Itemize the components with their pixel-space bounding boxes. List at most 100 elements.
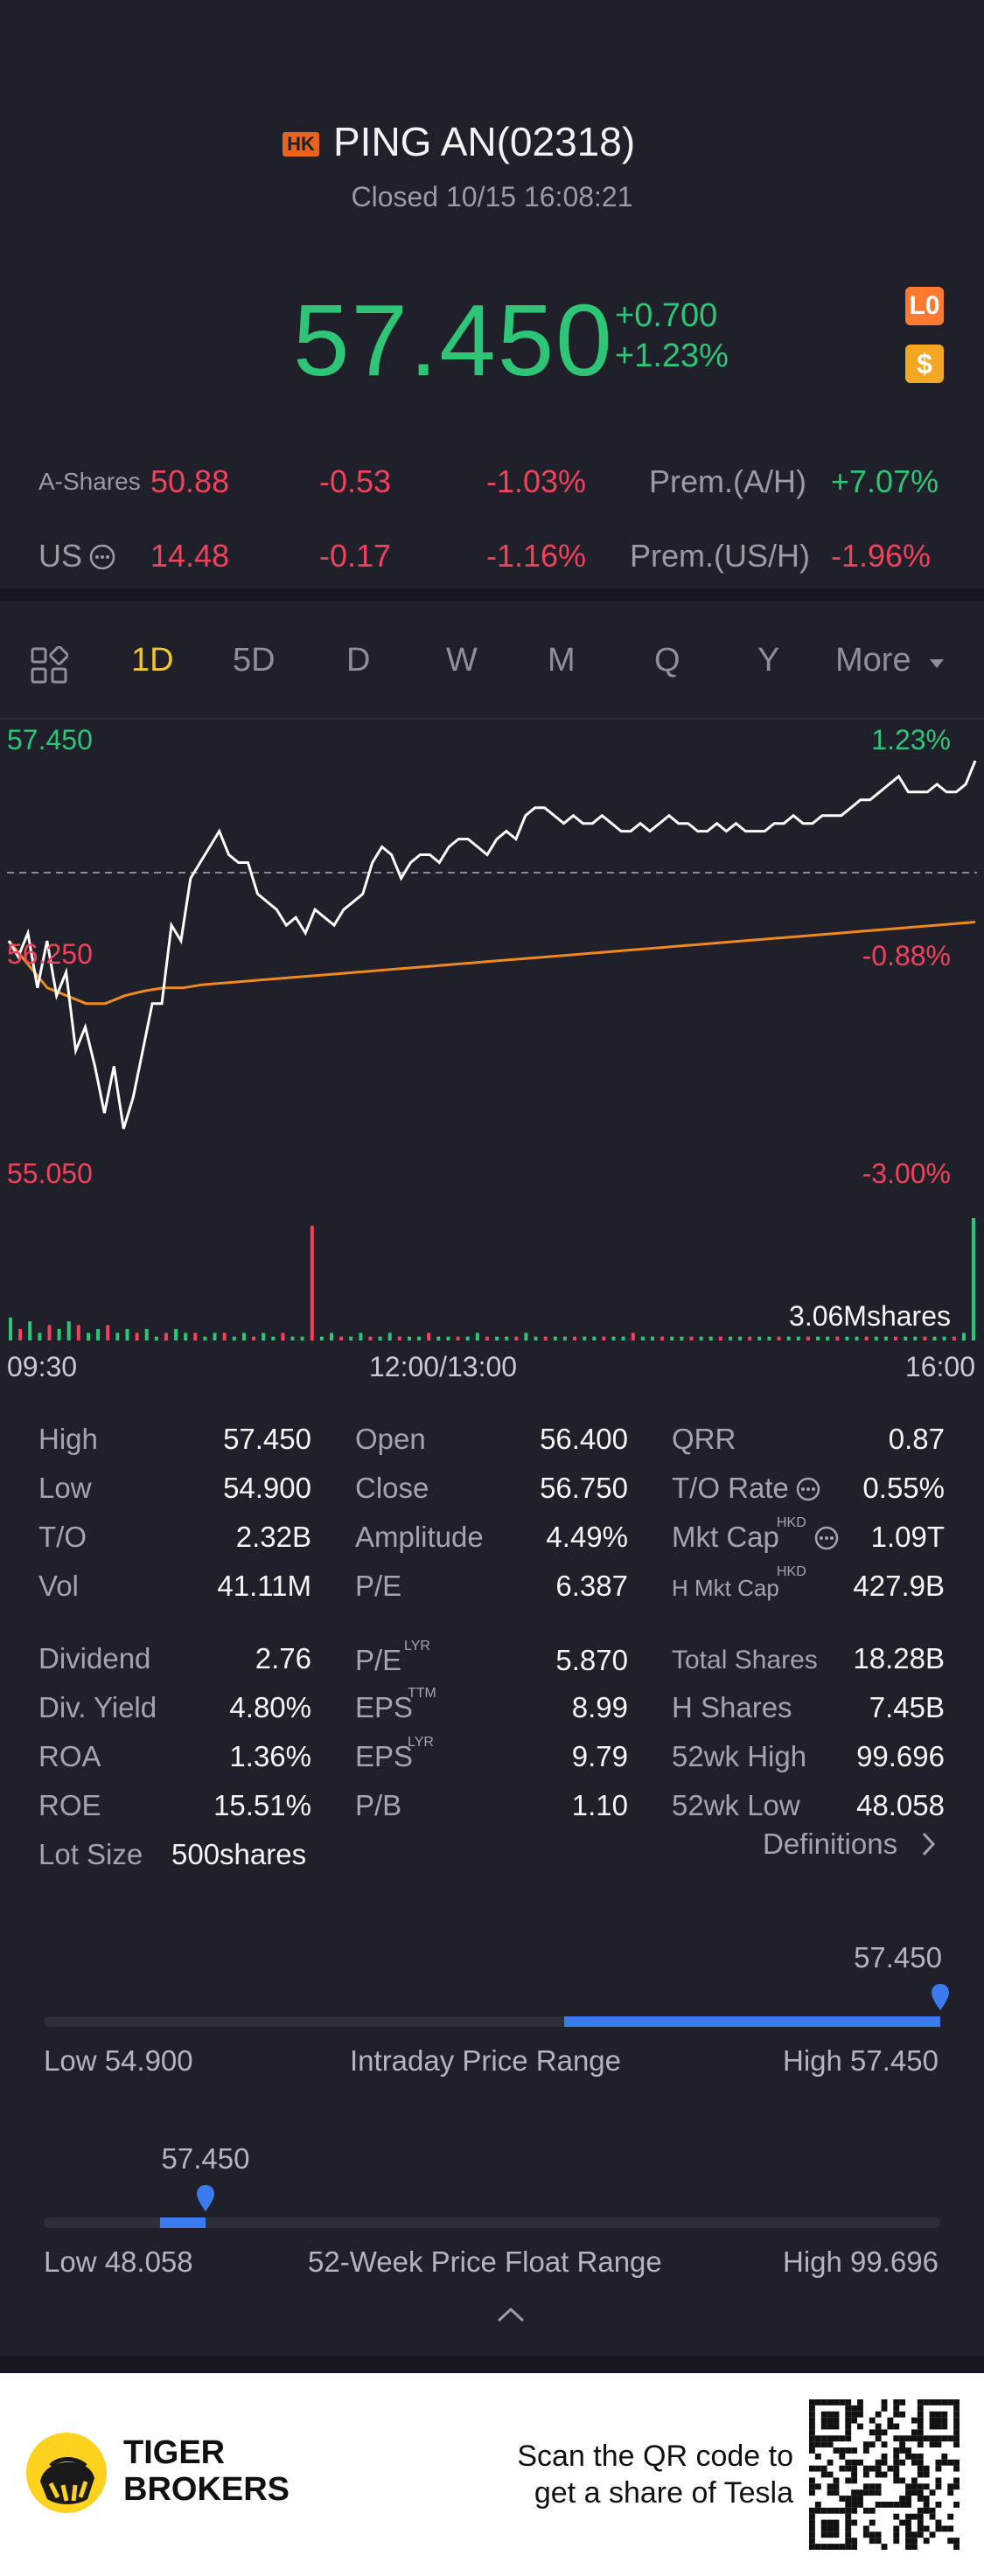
info-dots-icon[interactable] xyxy=(813,1525,840,1551)
volume-bar xyxy=(553,1336,557,1340)
volume-bar xyxy=(262,1333,266,1341)
stat-value-2-2: 1.09T xyxy=(870,1521,945,1553)
stat-label-0-8: Lot Size xyxy=(38,1838,143,1870)
tab-d[interactable]: D xyxy=(346,642,371,679)
volume-bar xyxy=(583,1336,587,1340)
week52-range-track xyxy=(44,2217,940,2228)
stat-label-1-2: Amplitude xyxy=(355,1521,484,1553)
volume-bar xyxy=(952,1336,956,1340)
tab-w[interactable]: W xyxy=(446,642,478,679)
us-label[interactable]: US xyxy=(38,538,83,574)
volume-bar xyxy=(387,1333,392,1341)
a-shares-change-pct: -1.03% xyxy=(486,463,587,499)
volume-bar xyxy=(66,1321,71,1340)
volume-bar xyxy=(144,1328,149,1340)
last-price: 57.450 xyxy=(293,283,614,397)
tab-y[interactable]: Y xyxy=(757,642,780,679)
stat-label-0-6: ROA xyxy=(38,1740,101,1772)
volume-bar xyxy=(427,1333,431,1341)
volume-bar xyxy=(786,1336,791,1340)
tab-5d[interactable]: 5D xyxy=(233,642,276,679)
volume-bar xyxy=(125,1328,129,1340)
volume-bar xyxy=(310,1225,314,1341)
stat-value-1-6: 9.79 xyxy=(571,1740,628,1772)
dollar-badge-icon[interactable]: $ xyxy=(905,345,944,383)
us-change-pct: -1.16% xyxy=(486,538,587,574)
level-badge-icon[interactable]: L0 xyxy=(905,287,944,325)
section-divider xyxy=(0,588,984,601)
volume-bar xyxy=(894,1336,897,1340)
volume-bar xyxy=(826,1336,830,1340)
stat-value-1-2: 4.49% xyxy=(546,1521,628,1553)
stat-value-0-6: 1.36% xyxy=(229,1740,311,1772)
volume-bar xyxy=(408,1336,411,1340)
stat-value-2-1: 0.55% xyxy=(862,1472,945,1504)
intraday-chart[interactable] xyxy=(0,717,984,1364)
volume-bar xyxy=(806,1336,810,1340)
chevron-right-icon[interactable] xyxy=(920,1831,938,1857)
intraday-low-label: Low 54.900 xyxy=(44,2044,193,2077)
qr-code-icon[interactable] xyxy=(809,2399,960,2550)
volume-bar xyxy=(972,1218,975,1340)
stat-value-0-2: 2.32B xyxy=(235,1521,311,1553)
volume-bar xyxy=(281,1333,285,1341)
stat-label-2-1: T/O Rate xyxy=(672,1472,789,1504)
volume-bar xyxy=(845,1336,849,1340)
week52-high-label: High 99.696 xyxy=(783,2245,939,2278)
volume-bar xyxy=(864,1336,869,1340)
tab-more[interactable]: More xyxy=(835,642,911,679)
volume-bar xyxy=(115,1333,120,1341)
volume-bar xyxy=(729,1336,732,1340)
tab-1d[interactable]: 1D xyxy=(131,642,174,679)
stat-value-0-1: 54.900 xyxy=(223,1472,311,1504)
intraday-current-value: 57.450 xyxy=(854,1941,942,1974)
volume-bar xyxy=(319,1336,324,1340)
volume-bar xyxy=(816,1336,820,1340)
volume-bar xyxy=(602,1336,606,1340)
volume-bar xyxy=(475,1333,479,1341)
definitions-link[interactable]: Definitions xyxy=(763,1828,898,1860)
stat-label-1-0: Open xyxy=(355,1423,426,1455)
promo-footer: TIGER BROKERS Scan the QR code to get a … xyxy=(0,2373,984,2576)
volume-bar xyxy=(164,1333,168,1341)
stat-value-2-7: 48.058 xyxy=(856,1789,945,1821)
volume-bars xyxy=(9,1218,975,1341)
volume-bar xyxy=(592,1336,597,1340)
stat-label-0-1: Low xyxy=(38,1472,92,1504)
stat-value-1-4: 5.870 xyxy=(555,1644,628,1676)
stat-value-0-4: 2.76 xyxy=(255,1642,311,1674)
promo-line2: get a share of Tesla xyxy=(534,2476,793,2510)
volume-bar xyxy=(485,1336,489,1340)
stat-value-2-0: 0.87 xyxy=(888,1423,945,1455)
stat-sup-1-5: TTM xyxy=(408,1686,436,1701)
stat-value-0-8: 500shares xyxy=(171,1838,307,1870)
volume-bar xyxy=(290,1336,295,1340)
stat-value-1-3: 6.387 xyxy=(555,1570,628,1602)
volume-bar xyxy=(524,1333,528,1341)
stat-label-2-5: H Shares xyxy=(672,1691,792,1723)
layout-grid-icon[interactable] xyxy=(30,646,68,685)
tab-q[interactable]: Q xyxy=(654,642,680,679)
volume-bar xyxy=(213,1333,217,1341)
volume-bar xyxy=(436,1336,441,1340)
a-shares-change: -0.53 xyxy=(319,463,392,499)
a-shares-label[interactable]: A-Shares xyxy=(38,468,141,495)
volume-bar xyxy=(505,1336,509,1340)
tab-m[interactable]: M xyxy=(548,642,576,679)
volume-bar xyxy=(961,1333,966,1341)
volume-label: 3.06Mshares xyxy=(789,1300,951,1332)
intraday-marker-icon xyxy=(932,1984,949,2010)
stat-label-0-7: ROE xyxy=(38,1789,101,1821)
collapse-chevron-up-icon[interactable] xyxy=(495,2305,527,2324)
stat-label-2-6: 52wk High xyxy=(672,1740,807,1772)
chevron-down-icon[interactable] xyxy=(928,658,946,670)
volume-bar xyxy=(913,1336,918,1340)
prem-ush-value: -1.96% xyxy=(831,538,932,574)
y-left-mid-label: 56.250 xyxy=(7,938,93,970)
info-dots-icon[interactable] xyxy=(795,1476,821,1502)
volume-bar xyxy=(534,1336,538,1340)
more-info-icon[interactable] xyxy=(88,543,116,571)
stat-label-2-3: H Mkt Cap xyxy=(672,1575,779,1601)
volume-bar xyxy=(135,1333,139,1341)
stat-value-0-3: 41.11M xyxy=(217,1570,311,1602)
